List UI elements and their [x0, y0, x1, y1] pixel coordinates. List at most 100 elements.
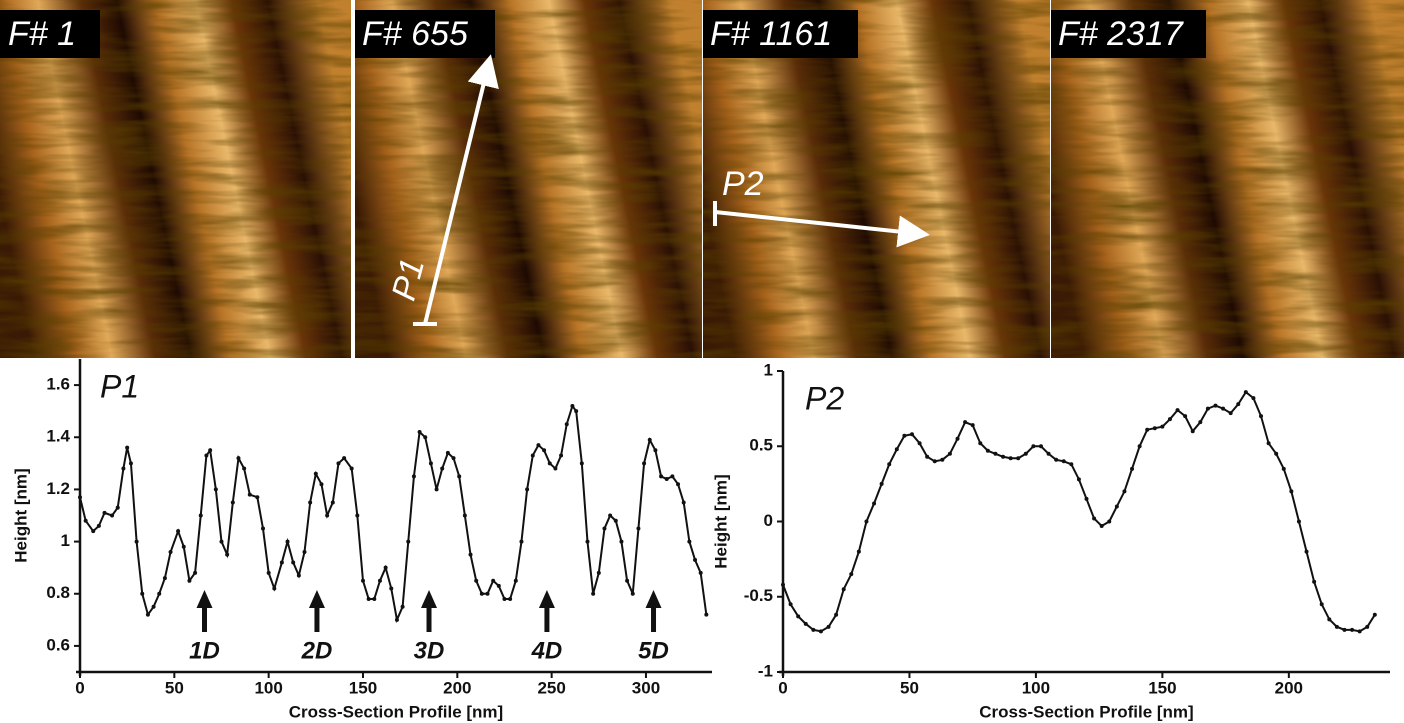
point	[83, 518, 88, 523]
point	[525, 487, 530, 492]
point	[225, 552, 230, 557]
point	[468, 552, 473, 557]
point	[491, 578, 496, 583]
point	[1122, 489, 1127, 494]
point	[308, 500, 313, 505]
point	[940, 457, 945, 462]
point	[208, 448, 213, 453]
x-tick-label: 250	[537, 678, 565, 697]
point	[625, 578, 630, 583]
point	[925, 454, 930, 459]
annotation-label: 3D	[414, 637, 445, 664]
point	[1160, 424, 1165, 429]
point	[1099, 524, 1104, 529]
point	[841, 587, 846, 592]
point	[1061, 459, 1066, 464]
point	[1084, 496, 1089, 501]
point	[1031, 444, 1036, 449]
x-tick-label: 300	[632, 678, 660, 697]
point	[1145, 427, 1150, 432]
point	[681, 500, 686, 505]
point	[496, 583, 501, 588]
point	[1167, 417, 1172, 422]
point	[266, 570, 271, 575]
point	[659, 474, 664, 479]
x-tick-label: 0	[75, 678, 84, 697]
point	[818, 629, 823, 634]
point	[91, 529, 96, 534]
point	[917, 441, 922, 446]
point	[1289, 489, 1294, 494]
point	[78, 495, 82, 500]
point	[955, 436, 960, 441]
point	[963, 420, 968, 425]
point	[909, 432, 914, 437]
point	[451, 456, 456, 461]
point	[428, 461, 433, 466]
point	[811, 627, 816, 632]
point	[325, 513, 330, 518]
point	[230, 500, 235, 505]
point	[1137, 444, 1142, 449]
point	[247, 492, 252, 497]
panel-label: F# 2317	[1058, 15, 1184, 53]
x-tick-label: 0	[778, 678, 787, 697]
point	[1274, 451, 1279, 456]
point	[1069, 462, 1074, 467]
point	[894, 447, 899, 452]
point	[579, 461, 584, 466]
point	[176, 529, 181, 534]
point	[564, 422, 569, 427]
point	[993, 451, 998, 456]
point	[1114, 504, 1119, 509]
point	[985, 448, 990, 453]
point	[781, 582, 785, 587]
point	[128, 461, 133, 466]
point	[377, 578, 382, 583]
point	[602, 526, 607, 531]
y-tick-label: 1.4	[46, 427, 70, 446]
point	[932, 459, 937, 464]
point	[400, 604, 405, 609]
point	[389, 586, 394, 591]
panel-images	[0, 0, 1404, 358]
annotation-label: 5D	[638, 637, 669, 664]
point	[394, 617, 399, 622]
point	[1054, 457, 1059, 462]
point	[970, 423, 975, 428]
point	[704, 612, 709, 617]
point	[1251, 396, 1256, 401]
point	[513, 578, 518, 583]
point	[591, 591, 596, 596]
point	[140, 591, 145, 596]
x-tick-label: 150	[1148, 678, 1176, 697]
point	[1152, 426, 1157, 431]
point	[1175, 408, 1180, 413]
point	[236, 456, 241, 461]
y-tick-label: 0.8	[46, 583, 70, 602]
point	[519, 539, 524, 544]
point	[664, 476, 669, 481]
point	[1259, 414, 1264, 419]
x-axis-title: Cross-Section Profile [nm]	[979, 702, 1193, 721]
y-tick-label: 1	[61, 531, 70, 550]
point	[788, 602, 793, 607]
point	[157, 591, 162, 596]
point	[366, 596, 371, 601]
point	[1076, 477, 1081, 482]
annotation-label: 2D	[301, 637, 333, 664]
point	[1190, 429, 1195, 434]
point	[1016, 456, 1021, 461]
panel-label: F# 1	[8, 15, 76, 53]
point	[619, 539, 624, 544]
annotation-label: 4D	[531, 637, 563, 664]
point	[242, 466, 247, 471]
point	[902, 433, 907, 438]
point	[151, 604, 156, 609]
point	[417, 430, 422, 435]
point	[630, 591, 635, 596]
point	[879, 481, 884, 486]
point	[360, 578, 365, 583]
point	[542, 448, 547, 453]
point	[440, 466, 445, 471]
